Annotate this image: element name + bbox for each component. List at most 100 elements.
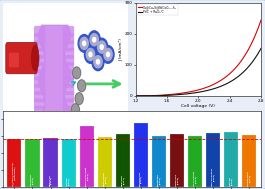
Text: P₂W₁₅+MoS₂/NiPt
(2017): P₂W₁₅+MoS₂/NiPt (2017) [85, 166, 89, 186]
FancyBboxPatch shape [63, 120, 74, 131]
Bar [5, 175, 13, 183]
FancyBboxPatch shape [63, 33, 74, 44]
Bar [242, 135, 256, 187]
FancyBboxPatch shape [63, 142, 74, 153]
Circle shape [100, 45, 103, 49]
Bar [134, 123, 148, 187]
Circle shape [80, 133, 88, 145]
Circle shape [77, 114, 89, 132]
FancyBboxPatch shape [34, 113, 45, 124]
Circle shape [71, 104, 80, 116]
Circle shape [89, 120, 97, 132]
Circle shape [80, 37, 88, 50]
FancyBboxPatch shape [34, 26, 45, 37]
Text: Ni-Co borate
(2018): Ni-Co borate (2018) [193, 171, 197, 186]
Circle shape [99, 130, 102, 134]
Bar [116, 134, 130, 187]
Circle shape [83, 41, 86, 46]
Bar [206, 133, 220, 187]
Bar [88, 175, 95, 183]
FancyBboxPatch shape [63, 91, 74, 102]
Circle shape [96, 126, 105, 138]
FancyBboxPatch shape [6, 43, 37, 74]
FancyBboxPatch shape [63, 84, 74, 95]
Text: Fenaphtho
(2019): Fenaphtho (2019) [157, 173, 160, 186]
Circle shape [90, 34, 98, 46]
FancyBboxPatch shape [63, 98, 74, 110]
Text: Cu₂S: Cu₂S [57, 177, 64, 181]
FancyBboxPatch shape [34, 77, 45, 88]
FancyBboxPatch shape [34, 91, 45, 102]
FancyBboxPatch shape [9, 139, 19, 154]
Circle shape [85, 131, 93, 143]
Text: Cu@Cu₂S@NiCoO₂₋ₓSₓ
(This work): Cu@Cu₂S@NiCoO₂₋ₓSₓ (This work) [13, 161, 16, 186]
Circle shape [94, 56, 102, 68]
Circle shape [87, 117, 99, 135]
FancyBboxPatch shape [63, 40, 74, 51]
Ellipse shape [32, 132, 39, 158]
FancyBboxPatch shape [63, 128, 74, 139]
Circle shape [88, 135, 91, 139]
FancyBboxPatch shape [63, 149, 74, 160]
Text: FeNiCoP-NiS
(2018): FeNiCoP-NiS (2018) [139, 171, 142, 186]
Circle shape [78, 35, 90, 52]
FancyBboxPatch shape [34, 40, 45, 51]
Polygon shape [38, 25, 71, 160]
Text: C2N+NiCoFeP₂C
(2018): C2N+NiCoFeP₂C (2018) [212, 167, 215, 186]
Bar [7, 139, 21, 187]
Text: MoSe₂/CoSe₂
(2016): MoSe₂/CoSe₂ (2016) [103, 171, 106, 186]
FancyBboxPatch shape [34, 69, 45, 81]
FancyBboxPatch shape [34, 149, 45, 160]
Ellipse shape [32, 45, 39, 71]
FancyBboxPatch shape [63, 135, 74, 146]
FancyBboxPatch shape [63, 69, 74, 81]
Bar [25, 139, 39, 187]
Circle shape [104, 48, 112, 60]
Circle shape [79, 117, 87, 129]
Circle shape [88, 31, 100, 49]
Circle shape [92, 53, 104, 71]
Circle shape [75, 93, 83, 105]
Circle shape [98, 41, 106, 53]
Circle shape [102, 46, 114, 63]
FancyBboxPatch shape [63, 106, 74, 117]
Circle shape [86, 48, 95, 60]
Circle shape [95, 144, 98, 149]
FancyBboxPatch shape [63, 62, 74, 73]
Bar [224, 132, 238, 187]
Circle shape [107, 52, 109, 57]
Text: MoNi/r-Ni
(2019): MoNi/r-Ni (2019) [49, 175, 52, 186]
Text: V₂O₅/Mo₅S₆
(2022): V₂O₅/Mo₅S₆ (2022) [31, 173, 34, 186]
Circle shape [91, 124, 94, 129]
Text: NiCoO₂₋ₓSₓ: NiCoO₂₋ₓSₓ [98, 177, 115, 181]
Circle shape [89, 52, 92, 57]
FancyBboxPatch shape [34, 98, 45, 110]
FancyBboxPatch shape [63, 113, 74, 124]
FancyBboxPatch shape [34, 33, 45, 44]
FancyBboxPatch shape [34, 120, 45, 131]
Text: NiFe-OH
(2018): NiFe-OH (2018) [230, 176, 233, 186]
FancyBboxPatch shape [3, 3, 128, 187]
FancyBboxPatch shape [34, 128, 45, 139]
Circle shape [96, 60, 99, 64]
Circle shape [78, 130, 90, 148]
FancyBboxPatch shape [34, 135, 45, 146]
FancyBboxPatch shape [34, 55, 45, 66]
Text: CoNi-Ru
(2019): CoNi-Ru (2019) [67, 177, 70, 186]
FancyBboxPatch shape [6, 129, 37, 160]
Bar [98, 137, 112, 187]
Circle shape [85, 46, 96, 63]
Bar [43, 138, 58, 187]
FancyBboxPatch shape [63, 77, 74, 88]
Bar [47, 175, 54, 183]
Circle shape [92, 140, 101, 153]
Circle shape [83, 129, 95, 146]
FancyBboxPatch shape [63, 48, 74, 59]
Bar [188, 136, 202, 187]
Bar [80, 126, 94, 187]
X-axis label: Cell voltage (V): Cell voltage (V) [181, 104, 215, 108]
Circle shape [94, 123, 107, 141]
Circle shape [73, 67, 81, 79]
Y-axis label: J (mA/cm²): J (mA/cm²) [119, 38, 123, 61]
FancyBboxPatch shape [34, 84, 45, 95]
